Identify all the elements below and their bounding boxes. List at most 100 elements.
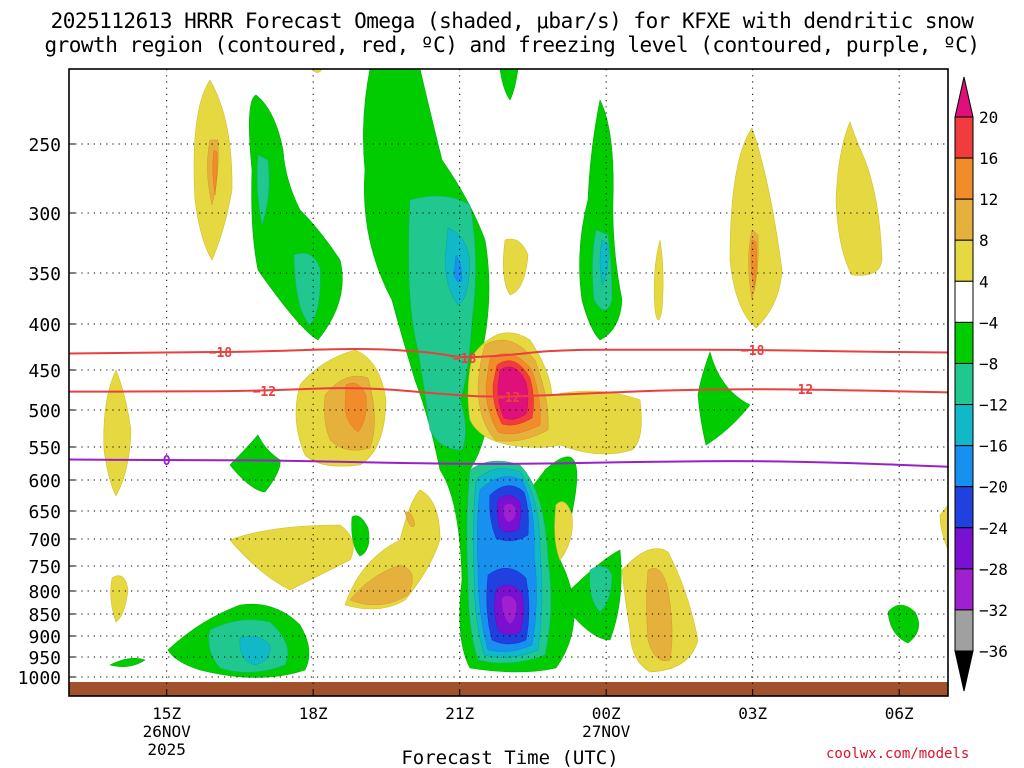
omega-orange-region bbox=[344, 382, 367, 433]
y-tick-label: 350 bbox=[28, 264, 61, 285]
contour-line bbox=[69, 347, 948, 359]
x-tick-sublabel: 27NOV bbox=[582, 722, 631, 741]
colorbar-label: 16 bbox=[979, 149, 998, 168]
colorbar-label: −24 bbox=[979, 519, 1008, 538]
omega-yellow-region bbox=[653, 239, 664, 321]
contour-label: −12 bbox=[497, 391, 520, 406]
omega-light-orange-region bbox=[404, 511, 416, 528]
colorbar-label: −32 bbox=[979, 601, 1008, 620]
omega-orange-region bbox=[212, 149, 218, 196]
y-tick-label: 950 bbox=[28, 648, 61, 669]
y-tick-label: 400 bbox=[28, 315, 61, 336]
omega-yellow-region bbox=[729, 127, 783, 329]
y-tick-label: 750 bbox=[28, 557, 61, 578]
colorbar-label: 4 bbox=[979, 272, 989, 291]
omega-yellow-region bbox=[503, 238, 529, 296]
omega-yellow-region bbox=[103, 369, 132, 497]
colorbar: 20 16 12 8 4 −4 −8 −12 −16 −20 −24 −28 −32 −36 bbox=[954, 76, 1008, 692]
colorbar-bin bbox=[954, 609, 974, 652]
contour-labels: −18 −18 −18 −12 −12 −12 0 bbox=[163, 344, 813, 469]
colorbar-label: −4 bbox=[979, 313, 998, 332]
y-tick-label: 550 bbox=[28, 438, 61, 459]
contour-label: −12 bbox=[253, 385, 276, 400]
colorbar-label: −36 bbox=[979, 642, 1008, 661]
omega-yellow-region bbox=[939, 504, 948, 551]
omega-magenta-region bbox=[497, 366, 529, 420]
omega-teal-region bbox=[256, 154, 270, 226]
y-tick-label: 300 bbox=[28, 204, 61, 225]
y-tick-label: 500 bbox=[28, 401, 61, 422]
omega-teal-region bbox=[293, 252, 321, 326]
colorbar-bin bbox=[954, 404, 974, 447]
omega-yellow-region bbox=[229, 524, 354, 591]
y-tick-label: 1000 bbox=[18, 668, 61, 689]
x-tick-sublabel: 2025 bbox=[147, 740, 186, 759]
colorbar-label: −28 bbox=[979, 560, 1008, 579]
y-tick-label: 250 bbox=[28, 135, 61, 156]
colorbar-bin bbox=[954, 568, 974, 611]
contour-label: 0 bbox=[163, 454, 171, 469]
omega-yellow-region bbox=[110, 575, 129, 623]
x-tick-label: 21Z bbox=[445, 704, 474, 723]
omega-yellow-region bbox=[835, 121, 883, 276]
colorbar-label: 20 bbox=[979, 108, 998, 127]
contour-label: −12 bbox=[790, 383, 813, 398]
omega-green-region bbox=[697, 350, 751, 446]
colorbar-label: −12 bbox=[979, 396, 1008, 415]
x-tick-label: 00Z bbox=[592, 704, 621, 723]
colorbar-label: −20 bbox=[979, 478, 1008, 497]
y-tick-label: 600 bbox=[28, 471, 61, 492]
colorbar-bin bbox=[954, 239, 974, 282]
omega-yellow-region bbox=[554, 501, 573, 561]
omega-green-region bbox=[351, 515, 370, 557]
x-tick-label: 03Z bbox=[738, 704, 767, 723]
colorbar-bin bbox=[954, 280, 974, 323]
omega-orange-region bbox=[750, 239, 757, 291]
colorbar-label: 8 bbox=[979, 231, 989, 250]
colorbar-bin bbox=[954, 198, 974, 241]
omega-green-region bbox=[887, 604, 920, 644]
x-axis-label: Forecast Time (UTC) bbox=[401, 747, 618, 768]
omega-shading bbox=[103, 69, 948, 678]
omega-cyan-region bbox=[599, 239, 609, 286]
colorbar-bin bbox=[954, 321, 974, 364]
colorbar-bin bbox=[954, 527, 974, 570]
contour-label: −18 bbox=[209, 346, 233, 361]
omega-cyan-region bbox=[239, 635, 271, 666]
y-axis-ticks: 2503003504004505005506006507007508008509… bbox=[18, 135, 75, 689]
colorbar-bin bbox=[954, 445, 974, 488]
colorbar-bottom-arrow bbox=[954, 650, 974, 692]
x-tick-label: 18Z bbox=[299, 704, 328, 723]
omega-green-region bbox=[109, 658, 146, 667]
x-tick-sublabel: 26NOV bbox=[143, 722, 192, 741]
colorbar-bin bbox=[954, 362, 974, 406]
grid bbox=[69, 69, 948, 696]
colorbar-top-arrow bbox=[954, 76, 974, 118]
x-tick-label: 15Z bbox=[152, 704, 181, 723]
y-tick-label: 700 bbox=[28, 530, 61, 551]
chart-title-line-2: growth region (contoured, red, ºC) and f… bbox=[44, 33, 980, 57]
omega-blue-region bbox=[453, 254, 463, 283]
colorbar-label: −8 bbox=[979, 354, 998, 373]
credit-link[interactable]: coolwx.com/models bbox=[826, 746, 970, 762]
plot-frame bbox=[68, 68, 949, 697]
omega-light-orange-region bbox=[349, 564, 413, 606]
y-tick-label: 650 bbox=[28, 502, 61, 523]
y-tick-label: 800 bbox=[28, 582, 61, 603]
colorbar-label: 12 bbox=[979, 190, 998, 209]
terrain-strip bbox=[69, 682, 948, 696]
omega-violet-region bbox=[503, 503, 516, 522]
colorbar-label: −16 bbox=[979, 437, 1008, 456]
y-tick-label: 850 bbox=[28, 605, 61, 626]
omega-violet-region bbox=[502, 595, 517, 624]
y-tick-label: 900 bbox=[28, 627, 61, 648]
contour-label: −18 bbox=[741, 344, 765, 359]
colorbar-bin bbox=[954, 486, 974, 529]
y-tick-label: 450 bbox=[28, 361, 61, 382]
contour-line bbox=[69, 387, 948, 398]
chart-title-line-1: 2025112613 HRRR Forecast Omega (shaded, … bbox=[50, 9, 974, 33]
contour-label: −18 bbox=[453, 352, 477, 367]
omega-green-region bbox=[229, 434, 281, 493]
